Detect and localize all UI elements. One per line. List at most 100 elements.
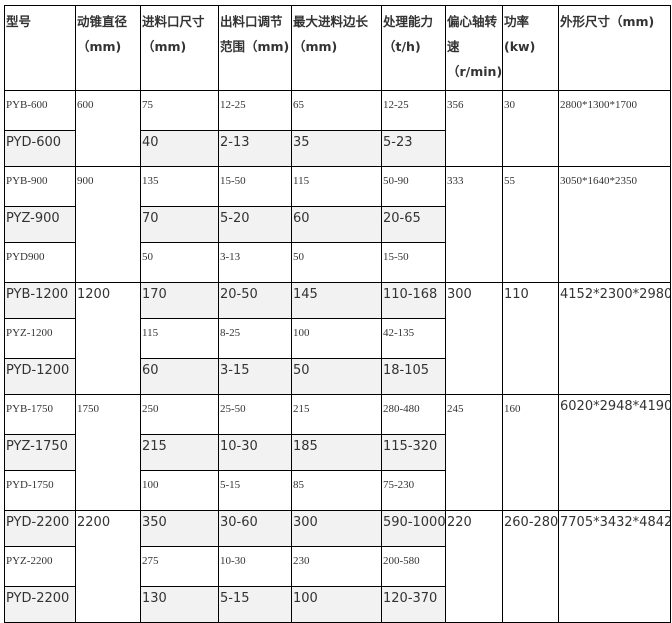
max-feed-cell: 230 [291,546,382,587]
feed-size-cell: 130 [140,586,219,623]
max-feed-cell: 185 [291,434,382,471]
table-row: PYD900 50 3-13 50 15-50 [4,242,671,283]
header-cell: 最大进料边长（mm) [291,5,382,91]
capacity-cell: 12-25 [381,90,446,131]
capacity-cell: 280-480 [381,394,446,435]
capacity-cell: 75-230 [381,470,446,511]
model-cell: PYZ-1750 [4,434,76,471]
header-row: 型号 动锥直径（mm) 进料口尺寸（mm) 出料口调节范围（mm) 最大进料边长… [4,5,671,91]
max-feed-cell: 100 [291,586,382,623]
feed-size-cell: 170 [140,282,219,319]
speed-cell: 245 [445,394,503,511]
max-feed-cell: 215 [291,394,382,435]
max-feed-cell: 60 [291,206,382,243]
table-row: PYB-600 600 75 12-25 65 12-25 356 30 2800*1300*1… [4,90,671,167]
capacity-cell: 110-168 [381,282,446,319]
max-feed-cell: 50 [291,242,382,283]
capacity-cell: 42-135 [381,318,446,359]
model-cell: PYZ-2200 [4,546,76,587]
discharge-range-cell: 3-15 [218,358,292,395]
feed-size-cell: 40 [140,130,219,167]
capacity-cell: 15-50 [381,242,446,283]
model-cell: PYZ-1200 [4,318,76,359]
header-cell: 处理能力（t/h) [381,5,446,91]
discharge-range-cell: 5-15 [218,470,292,511]
feed-size-cell: 275 [140,546,219,587]
max-feed-cell: 100 [291,318,382,359]
model-cell: PYB-1750 [4,394,76,435]
capacity-cell: 115-320 [381,434,446,471]
header-cell: 进料口尺寸（mm) [140,5,219,91]
speed-cell: 356 [445,90,503,167]
capacity-cell: 590-1000 [381,510,446,547]
discharge-range-cell: 8-25 [218,318,292,359]
header-cell: 功率(kw) [502,5,559,91]
discharge-range-cell: 5-15 [218,586,292,623]
speed-cell: 220 [445,510,503,623]
capacity-cell: 200-580 [381,546,446,587]
table-row: PYB-1200 1200 170 20-50 145 110-168 300 110 4152… [4,282,671,395]
diameter-cell: 1750 [75,394,141,511]
feed-size-cell: 75 [140,90,219,131]
power-cell: 260-280 [502,510,559,623]
model-cell: PYB-900 [4,166,76,207]
feed-size-cell: 50 [140,242,219,283]
capacity-cell: 50-90 [381,166,446,207]
model-cell: PYD-1200 [4,358,76,395]
discharge-range-cell: 2-13 [218,130,292,167]
discharge-range-cell: 30-60 [218,510,292,547]
max-feed-cell: 85 [291,470,382,511]
feed-size-cell: 350 [140,510,219,547]
dimensions-cell: 4152*2300*2980 [558,282,671,395]
max-feed-cell: 300 [291,510,382,547]
dimensions-cell: 6020*2948*4190 [558,394,671,511]
power-cell: 30 [502,90,559,167]
model-cell: PYD-2200 [4,510,76,547]
power-cell: 110 [502,282,559,395]
discharge-range-cell: 20-50 [218,282,292,319]
diameter-cell: 1200 [75,282,141,395]
feed-size-cell: 115 [140,318,219,359]
feed-size-cell: 250 [140,394,219,435]
discharge-range-cell: 25-50 [218,394,292,435]
discharge-range-cell: 5-20 [218,206,292,243]
table-row: PYD-600 40 2-13 35 5-23 [4,130,671,167]
max-feed-cell: 65 [291,90,382,131]
model-cell: PYB-1200 [4,282,76,319]
capacity-cell: 5-23 [381,130,446,167]
max-feed-cell: 50 [291,358,382,395]
header-cell: 偏心轴转速（r/min) [445,5,503,91]
discharge-range-cell: 10-30 [218,546,292,587]
table-row: PYB-900 900 135 15-50 115 50-90 333 55 3050*1640… [4,166,671,283]
table-row: PYD-1200 60 3-15 50 18-105 [4,358,671,395]
discharge-range-cell: 10-30 [218,434,292,471]
table-row: PYB-1750 1750 250 25-50 215 280-480 245 160 6020… [4,394,671,511]
diameter-cell: 900 [75,166,141,283]
model-cell: PYB-600 [4,90,76,131]
table-row: PYD-2200 2200 350 30-60 300 590-1000 220 260-28… [4,510,671,623]
header-cell: 型号 [4,5,76,91]
table-row: PYZ-900 70 5-20 60 20-65 [4,206,671,243]
diameter-cell: 600 [75,90,141,167]
capacity-cell: 20-65 [381,206,446,243]
power-cell: 55 [502,166,559,283]
feed-size-cell: 135 [140,166,219,207]
model-cell: PYD900 [4,242,76,283]
feed-size-cell: 100 [140,470,219,511]
capacity-cell: 120-370 [381,586,446,623]
discharge-range-cell: 15-50 [218,166,292,207]
discharge-range-cell: 3-13 [218,242,292,283]
model-cell: PYD-2200 [4,586,76,623]
header-cell: 外形尺寸（mm) [558,5,671,91]
header-cell: 出料口调节范围（mm) [218,5,292,91]
feed-size-cell: 60 [140,358,219,395]
speed-cell: 333 [445,166,503,283]
spec-table: 型号 动锥直径（mm) 进料口尺寸（mm) 出料口调节范围（mm) 最大进料边长… [4,5,671,623]
model-cell: PYD-600 [4,130,76,167]
dimensions-cell: 3050*1640*2350 [558,166,671,283]
dimensions-cell: 7705*3432*4842 [558,510,671,623]
feed-size-cell: 70 [140,206,219,243]
discharge-range-cell: 12-25 [218,90,292,131]
speed-cell: 300 [445,282,503,395]
max-feed-cell: 115 [291,166,382,207]
